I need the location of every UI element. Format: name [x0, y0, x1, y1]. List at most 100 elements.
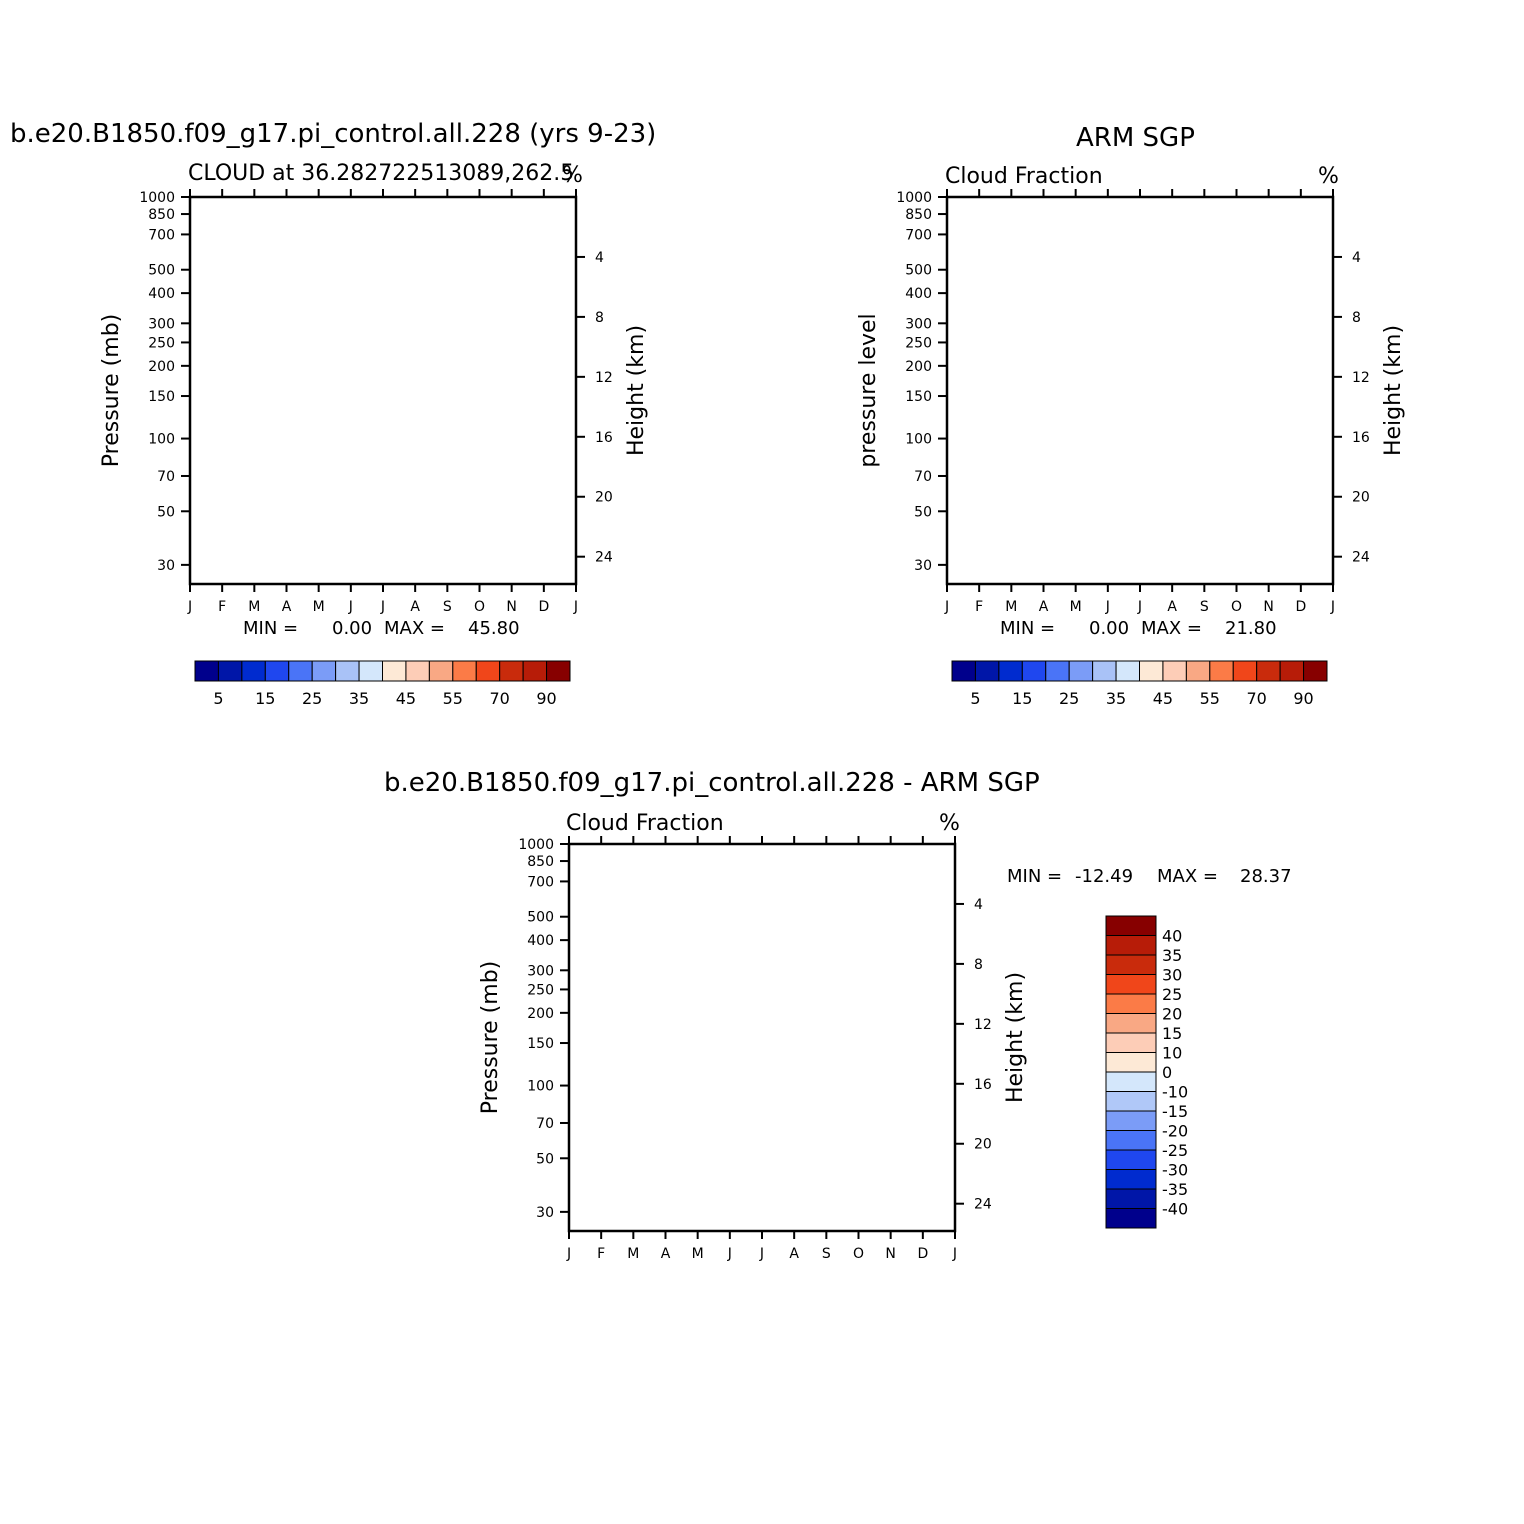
y-tick-label: 200	[527, 1006, 554, 1022]
colorbar-box	[1105, 1032, 1157, 1053]
colorbar-label: 0	[1162, 1063, 1172, 1082]
y-tick-label: 300	[527, 963, 554, 979]
obs-panel-subtitle: Cloud Fraction	[945, 164, 1103, 189]
colorbar-label: 55	[1200, 689, 1220, 708]
colorbar-box	[1303, 660, 1328, 682]
y2-tick-label: 16	[1352, 430, 1370, 446]
colorbar-box	[1162, 660, 1187, 682]
y-tick-label: 30	[536, 1205, 554, 1221]
plot-area: J F M A M J J A S O N D J 30 50 70 100 150 200 250 300 400 500…	[99, 189, 649, 615]
colorbar-box	[1105, 1071, 1157, 1092]
colorbar-label: 35	[349, 689, 369, 708]
obs-min-value: 0.00	[1089, 618, 1130, 639]
y-tick-label: 50	[157, 504, 175, 520]
colorbar-box	[475, 660, 501, 682]
y-tick-label: 250	[148, 335, 175, 351]
model-panel-units: %	[562, 163, 583, 188]
y2-tick-label: 24	[595, 550, 613, 566]
x-tick-label: N	[885, 1246, 895, 1262]
colorbar-box	[1105, 1052, 1157, 1073]
y-tick-label: 1000	[518, 837, 554, 853]
x-tick-label: N	[1263, 599, 1273, 615]
y-tick-label: 400	[527, 933, 554, 949]
colorbar-label: -10	[1162, 1083, 1188, 1102]
colorbar-box	[951, 660, 976, 682]
x-tick-label: A	[789, 1246, 799, 1262]
x-tick-label: D	[917, 1246, 928, 1262]
x-tick-label: J	[348, 599, 353, 615]
y2-axis-title: Height (km)	[1381, 325, 1406, 456]
colorbar-box	[1105, 935, 1157, 956]
x-tick-label: O	[474, 599, 485, 615]
y-tick-label: 70	[536, 1116, 554, 1132]
colorbar-box	[1139, 660, 1164, 682]
y-tick-label: 300	[905, 316, 932, 332]
y-tick-label: 700	[148, 227, 175, 243]
x-tick-label: M	[313, 599, 325, 615]
colorbar-box	[1068, 660, 1094, 682]
model-min-label: MIN =	[243, 618, 299, 639]
x-tick-label: J	[566, 1246, 571, 1262]
colorbar-box	[358, 660, 383, 682]
x-tick-label: J	[1105, 599, 1110, 615]
x-tick-label: J	[759, 1246, 764, 1262]
model-min-value: 0.00	[332, 618, 373, 639]
model-panel-title: b.e20.B1850.f09_g17.pi_control.all.228 (…	[10, 119, 657, 149]
y-tick-label: 200	[905, 359, 932, 375]
x-tick-label: F	[975, 599, 983, 615]
model-cloud-plot: J F M A M J J A S O N D J 30 50 70 100 150 200 250 300 400 500…	[99, 189, 649, 615]
y2-tick-label: 12	[1352, 370, 1370, 386]
y-tick-label: 200	[148, 359, 175, 375]
model-max-label: MAX =	[384, 618, 445, 639]
model-max-value: 45.80	[468, 618, 520, 639]
colorbar-box	[1021, 660, 1047, 682]
colorbar-box	[335, 660, 360, 682]
colorbar-box	[405, 660, 430, 682]
y-tick-label: 400	[905, 286, 932, 302]
x-tick-label: D	[538, 599, 549, 615]
y-tick-label: 700	[527, 874, 554, 890]
y2-tick-label: 8	[1352, 310, 1361, 326]
y-tick-label: 250	[905, 335, 932, 351]
x-tick-label: J	[1330, 599, 1335, 615]
x-tick-label: M	[692, 1246, 704, 1262]
x-tick-label: A	[661, 1246, 671, 1262]
colorbar-box	[1115, 660, 1140, 682]
y-tick-label: 850	[905, 207, 932, 223]
plot-frame	[188, 195, 578, 586]
colorbar-box	[974, 660, 1000, 682]
y-tick-label: 1000	[896, 190, 932, 206]
diff-panel-subtitle: Cloud Fraction	[566, 811, 724, 836]
diff-cloud-plot: J F M A M J J A S O N D J 30 50 70 100 150 200 250 300 400 500…	[478, 836, 1028, 1262]
obs-panel-title: ARM SGP	[1076, 123, 1195, 153]
colorbar-label: 70	[1247, 689, 1267, 708]
y-tick-label: 500	[148, 263, 175, 279]
colorbar-label: 30	[1162, 966, 1182, 985]
colorbar-label: 40	[1162, 927, 1182, 946]
colorbar-box	[217, 660, 243, 682]
colorbar-label: 25	[302, 689, 322, 708]
colorbar-box	[1232, 660, 1258, 682]
y2-tick-label: 12	[974, 1017, 992, 1033]
colorbar-box	[1105, 1013, 1157, 1034]
x-tick-label: J	[1137, 599, 1142, 615]
y-tick-label: 70	[914, 469, 932, 485]
colorbar-box	[1105, 974, 1157, 995]
y-tick-label: 500	[905, 263, 932, 279]
colorbar-box	[1105, 1091, 1157, 1112]
y-tick-label: 100	[905, 432, 932, 448]
colorbar-label: 35	[1162, 946, 1182, 965]
y-tick-label: 400	[148, 286, 175, 302]
colorbar-label: -35	[1162, 1180, 1188, 1199]
y-tick-label: 50	[914, 504, 932, 520]
colorbar-box	[1256, 660, 1281, 682]
colorbar-box	[998, 660, 1023, 682]
model-panel-subtitle: CLOUD at 36.282722513089,262.5	[188, 161, 575, 186]
plot-area: J F M A M J J A S O N D J 30 50 70 100 150 200 250 300 400 500…	[856, 189, 1406, 615]
plot-frame	[567, 842, 957, 1233]
y-axis-title: Pressure (mb)	[99, 314, 124, 468]
diff-panel-title: b.e20.B1850.f09_g17.pi_control.all.228 -…	[384, 768, 1040, 798]
x-tick-label: J	[944, 599, 949, 615]
y2-tick-label: 4	[595, 250, 604, 266]
